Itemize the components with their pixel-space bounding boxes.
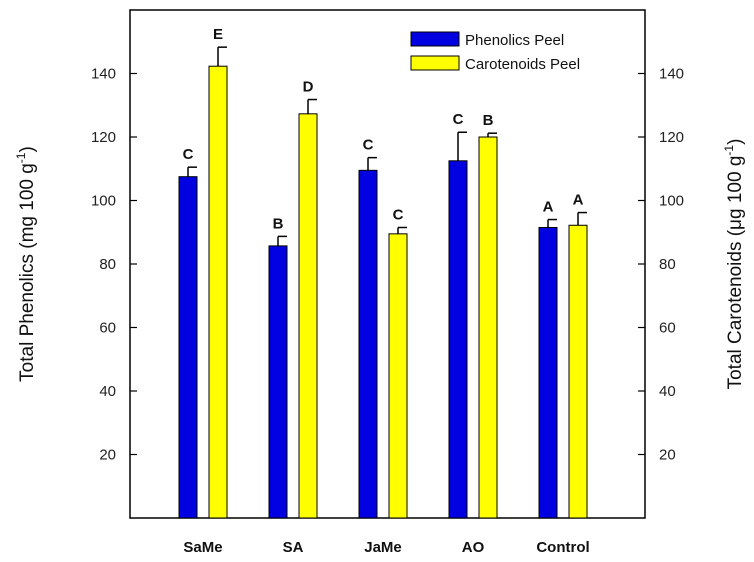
x-category-label: AO <box>462 539 485 556</box>
y-axis-title-left: Total Phenolics (mg 100 g-1) <box>14 146 38 382</box>
plot-frame <box>129 9 646 519</box>
legend-swatch-phenolics <box>410 31 460 47</box>
significance-letter: C <box>183 146 194 163</box>
bar <box>268 245 288 519</box>
legend-label-phenolics: Phenolics Peel <box>465 32 564 49</box>
y-axis-ticks-right: 20 40 60 80 100 120 140 <box>638 66 684 464</box>
y-tick-label-left: 140 <box>91 66 116 83</box>
y-axis-title-right: Total Carotenoids (μg 100 g-1) <box>722 139 746 390</box>
significance-letter: A <box>543 199 554 216</box>
significance-letter: E <box>213 26 223 43</box>
bar <box>568 224 588 519</box>
significance-letter: C <box>363 137 374 154</box>
x-category-label: Control <box>536 539 589 556</box>
bar <box>298 113 318 519</box>
y-tick-label-right: 60 <box>659 320 676 337</box>
bar <box>358 169 378 519</box>
x-category-label: SaMe <box>183 539 222 556</box>
significance-letter: B <box>483 112 494 129</box>
significance-letter: C <box>453 111 464 128</box>
y-tick-label-right: 40 <box>659 383 676 400</box>
y-tick-label-right: 120 <box>659 129 684 146</box>
significance-letter: D <box>303 79 314 96</box>
bar <box>388 233 408 519</box>
legend-swatch-carotenoids <box>410 55 460 71</box>
significance-letter: C <box>393 206 404 223</box>
y-tick-label-left: 100 <box>91 193 116 210</box>
y-tick-label-left: 20 <box>99 447 116 464</box>
y-tick-label-left: 40 <box>99 383 116 400</box>
bar <box>208 65 228 519</box>
y-tick-label-right: 140 <box>659 66 684 83</box>
legend: Phenolics Peel Carotenoids Peel <box>410 31 580 73</box>
legend-label-carotenoids: Carotenoids Peel <box>465 56 580 73</box>
y-tick-label-right: 100 <box>659 193 684 210</box>
bar <box>478 136 498 519</box>
significance-letter: A <box>573 192 584 209</box>
x-category-label: JaMe <box>364 539 402 556</box>
significance-letter: B <box>273 215 284 232</box>
bar <box>448 160 468 519</box>
x-axis-labels: SaMe SA JaMe AO Control <box>183 539 589 556</box>
bar <box>178 176 198 519</box>
bar <box>538 226 558 519</box>
bars-group: C E B D C C C B A A <box>178 26 588 519</box>
y-tick-label-right: 20 <box>659 447 676 464</box>
y-tick-label-left: 120 <box>91 129 116 146</box>
y-tick-label-left: 80 <box>99 256 116 273</box>
y-tick-label-right: 80 <box>659 256 676 273</box>
x-category-label: SA <box>283 539 304 556</box>
y-axis-ticks-left: 20 40 60 80 100 120 140 <box>91 66 137 464</box>
y-tick-label-left: 60 <box>99 320 116 337</box>
